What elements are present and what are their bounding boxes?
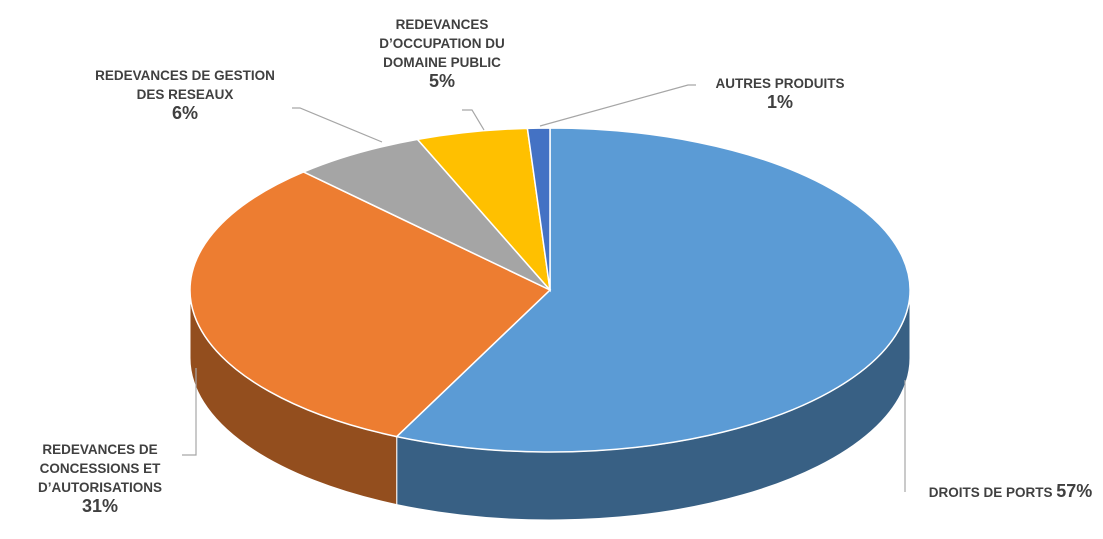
- value-label: 31%: [81, 496, 119, 516]
- tops: [189, 127, 911, 453]
- value-label: 5%: [428, 71, 455, 91]
- category-label: REDEVANCES DE CONCESSIONS ET D’AUTORISAT…: [37, 442, 162, 495]
- data-label: REDEVANCES DE GESTION DES RESEAUX 6%: [80, 66, 290, 123]
- pie-slice: [395, 127, 911, 453]
- leader-lines: [182, 84, 906, 492]
- value-label: 6%: [171, 103, 198, 123]
- data-label: REDEVANCES D’OCCUPATION DU DOMAINE PUBLI…: [352, 15, 532, 91]
- category-label: DROITS DE PORTS: [928, 485, 1053, 500]
- leader-line: [182, 368, 197, 456]
- pie-slice: [189, 171, 552, 438]
- pie-slice: [526, 127, 551, 291]
- leader-line: [539, 84, 696, 127]
- category-label: REDEVANCES D’OCCUPATION DU DOMAINE PUBLI…: [379, 17, 505, 70]
- leader-line: [462, 109, 485, 131]
- data-label: AUTRES PRODUITS 1%: [680, 74, 880, 112]
- leader-line: [292, 107, 383, 143]
- data-label: REDEVANCES DE CONCESSIONS ET D’AUTORISAT…: [15, 440, 185, 516]
- value-label: 57%: [1056, 481, 1093, 501]
- category-label: AUTRES PRODUITS: [715, 76, 845, 91]
- category-label: REDEVANCES DE GESTION DES RESEAUX: [95, 68, 275, 102]
- value-label: 1%: [766, 92, 793, 112]
- data-label: DROITS DE PORTS 57%: [918, 482, 1103, 502]
- pie-slice: [301, 138, 551, 291]
